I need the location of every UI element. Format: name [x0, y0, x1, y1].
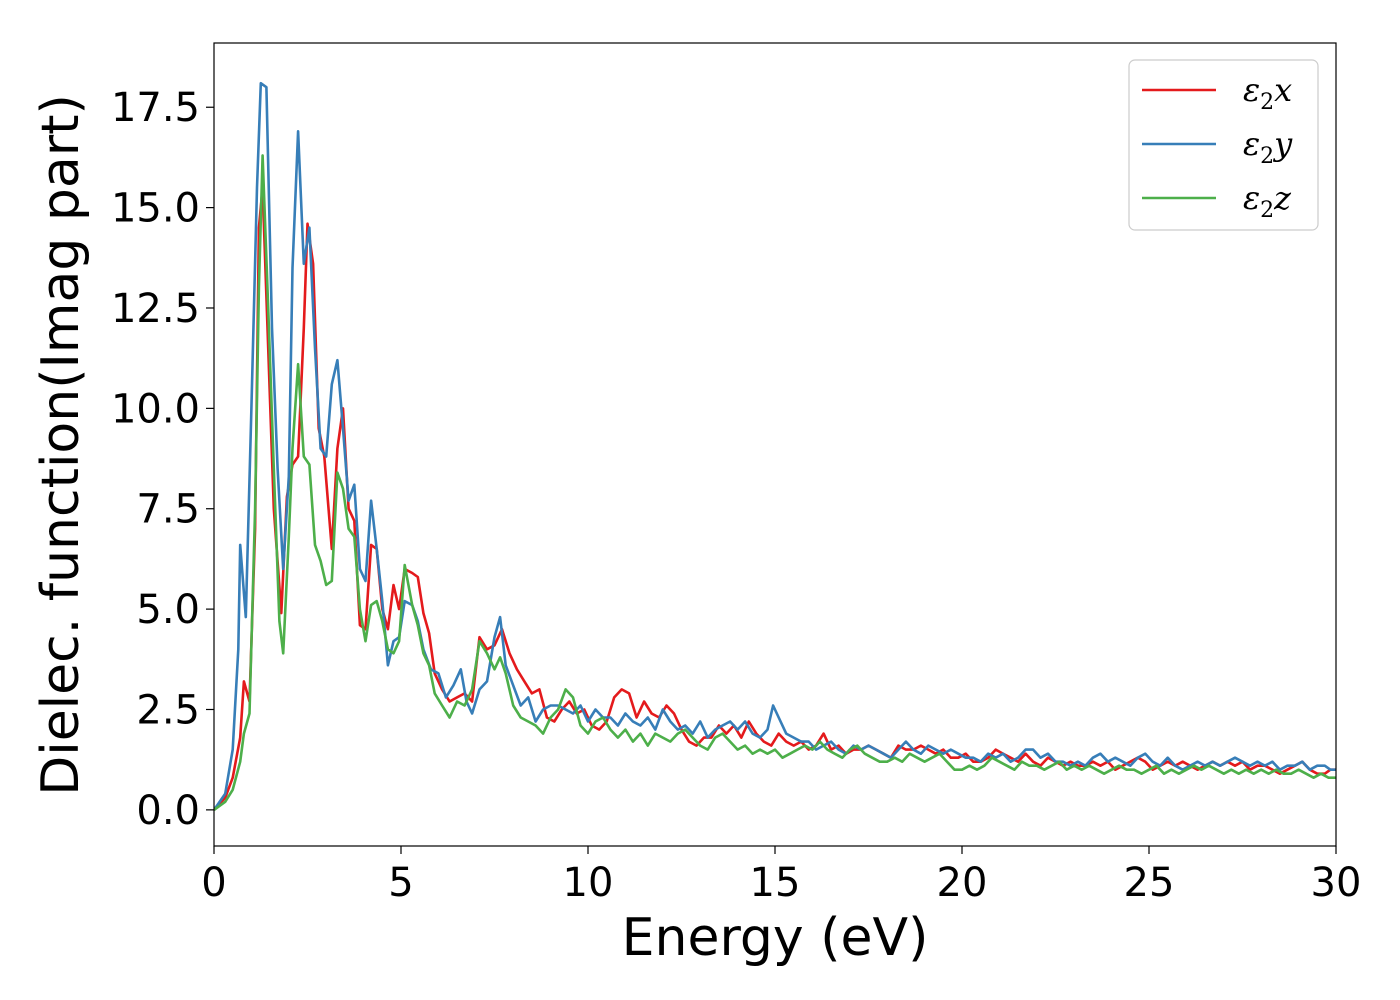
y-tick-label: 12.5 — [111, 286, 200, 332]
legend-symbol: ε — [1243, 179, 1260, 217]
y-tick-label: 10.0 — [111, 386, 200, 432]
y-tick-label: 5.0 — [136, 587, 200, 633]
legend-label-z: ε2z — [1243, 179, 1292, 223]
legend-symbol: ε — [1243, 125, 1260, 163]
legend-symbol: ε — [1243, 71, 1260, 109]
x-axis-label: Energy (eV) — [622, 908, 929, 968]
legend-subscript: 2 — [1260, 198, 1274, 223]
y-tick-label: 17.5 — [111, 85, 200, 131]
y-tick-label: 7.5 — [136, 487, 200, 533]
legend-component: x — [1274, 71, 1292, 109]
x-tick-label: 5 — [388, 860, 413, 906]
x-tick-label: 15 — [750, 860, 801, 906]
legend-subscript: 2 — [1260, 144, 1274, 169]
legend-label-x: ε2x — [1243, 71, 1292, 115]
series-line-z — [214, 154, 1336, 811]
x-tick-label: 10 — [563, 860, 614, 906]
series-layer — [214, 81, 1336, 811]
x-tick-label: 20 — [937, 860, 988, 906]
y-tick-label: 0.0 — [136, 788, 200, 834]
legend-subscript: 2 — [1260, 90, 1274, 115]
x-tick-label: 0 — [201, 860, 226, 906]
legend-box — [1128, 59, 1319, 231]
y-tick-label: 15.0 — [111, 186, 200, 232]
y-tick-label: 2.5 — [136, 687, 200, 733]
x-tick-label: 25 — [1124, 860, 1175, 906]
series-line-y — [214, 81, 1336, 811]
y-axis: 0.0 2.5 5.0 7.5 10.0 12.5 15.0 17.5 — [111, 85, 214, 834]
y-axis-label: Dielec. function(Imag part) — [31, 94, 91, 796]
x-tick-label: 30 — [1311, 860, 1362, 906]
legend-label-y: ε2y — [1243, 125, 1293, 169]
legend-component: y — [1272, 125, 1293, 163]
x-axis: 0 5 10 15 20 25 30 — [201, 846, 1361, 906]
legend-component: z — [1273, 179, 1292, 217]
series-line-x — [214, 186, 1336, 811]
